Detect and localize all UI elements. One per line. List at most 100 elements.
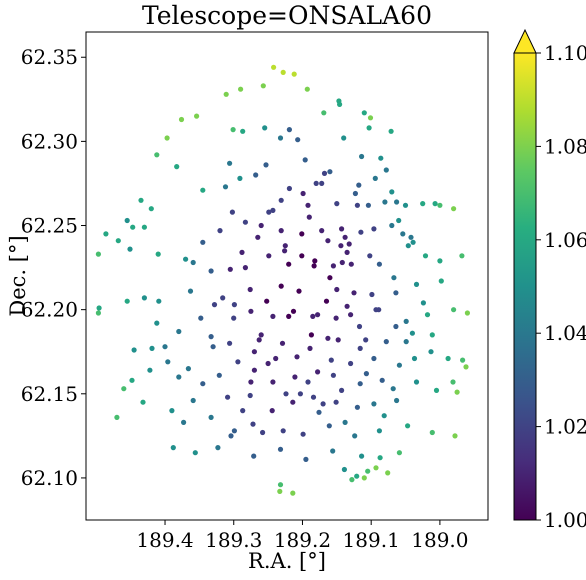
- data-point-106: [348, 312, 354, 318]
- data-point-258: [356, 182, 362, 188]
- data-point-153: [310, 394, 317, 400]
- data-point-57: [278, 228, 284, 234]
- data-point-186: [359, 453, 365, 459]
- data-point-60: [342, 234, 348, 240]
- data-point-121: [357, 345, 363, 351]
- data-point-100: [231, 302, 237, 308]
- data-point-253: [344, 303, 350, 309]
- data-point-63: [371, 226, 377, 232]
- data-point-215: [339, 387, 345, 393]
- data-point-147: [147, 367, 153, 373]
- plot-area-frame: [85, 31, 489, 521]
- data-point-62: [358, 229, 364, 235]
- data-point-127: [131, 347, 137, 353]
- data-point-129: [185, 366, 191, 372]
- data-point-176: [429, 429, 435, 436]
- data-point-2: [291, 71, 297, 77]
- data-point-52: [432, 201, 438, 207]
- data-point-229: [229, 209, 235, 215]
- data-point-255: [313, 180, 319, 186]
- data-point-170: [280, 428, 286, 434]
- data-point-118: [279, 340, 286, 346]
- data-point-36: [286, 185, 292, 192]
- data-point-208: [231, 315, 237, 321]
- data-point-228: [363, 337, 369, 343]
- data-point-213: [154, 320, 160, 326]
- data-point-5: [238, 86, 244, 92]
- data-point-207: [198, 315, 204, 321]
- data-point-144: [460, 357, 466, 363]
- data-point-174: [376, 428, 382, 434]
- data-point-266: [283, 391, 289, 397]
- data-point-210: [319, 180, 325, 186]
- data-point-230: [200, 239, 206, 245]
- data-point-267: [260, 429, 266, 436]
- data-point-95: [124, 298, 130, 304]
- data-point-203: [356, 323, 363, 330]
- data-point-234: [258, 332, 264, 338]
- data-point-242: [273, 355, 279, 362]
- data-point-112: [96, 305, 102, 311]
- data-point-66: [127, 246, 133, 252]
- data-point-140: [396, 362, 402, 368]
- data-point-113: [95, 310, 101, 316]
- data-point-261: [396, 217, 402, 224]
- data-point-238: [346, 241, 352, 247]
- data-point-58: [299, 231, 305, 237]
- data-point-252: [325, 335, 331, 341]
- chart-title: Telescope=ONSALA60: [142, 1, 432, 30]
- data-point-262: [403, 339, 409, 345]
- data-point-43: [124, 217, 130, 224]
- data-point-27: [154, 152, 160, 158]
- data-point-8: [337, 101, 343, 107]
- x-axis-label: R.A. [°]: [248, 549, 326, 573]
- data-point-150: [247, 392, 253, 399]
- data-point-264: [342, 419, 348, 425]
- data-point-148: [200, 381, 206, 387]
- data-point-110: [451, 307, 457, 313]
- data-point-154: [320, 401, 326, 407]
- data-point-250: [248, 379, 254, 385]
- data-point-188: [396, 450, 402, 456]
- data-point-21: [295, 137, 301, 143]
- data-point-146: [129, 377, 135, 383]
- data-point-19: [388, 128, 394, 134]
- data-point-165: [169, 408, 175, 414]
- data-point-12: [194, 113, 200, 119]
- data-point-241: [220, 295, 226, 301]
- data-point-111: [464, 310, 470, 316]
- data-point-79: [327, 275, 333, 281]
- data-point-178: [114, 414, 120, 420]
- data-point-263: [381, 413, 387, 419]
- data-point-99: [211, 302, 218, 308]
- data-point-84: [437, 258, 443, 264]
- data-point-1: [280, 69, 286, 75]
- data-point-195: [277, 488, 283, 494]
- data-point-123: [409, 330, 415, 336]
- data-point-179: [170, 445, 176, 451]
- colorbar-ticks: 1.00 1.02 1.04 1.06 1.08 1.10: [536, 41, 586, 532]
- data-point-259: [383, 167, 389, 173]
- data-point-184: [303, 456, 309, 462]
- data-point-24: [302, 157, 308, 163]
- data-point-243: [328, 357, 334, 363]
- data-point-30: [327, 169, 333, 175]
- data-point-239: [357, 381, 363, 387]
- data-point-235: [315, 312, 321, 318]
- data-point-220: [190, 397, 196, 404]
- data-point-214: [294, 354, 300, 360]
- y-tick-label: 62.35: [21, 45, 78, 69]
- data-point-246: [373, 307, 379, 313]
- data-point-222: [371, 355, 377, 362]
- data-point-216: [311, 263, 317, 269]
- data-point-55: [242, 219, 248, 225]
- data-point-119: [307, 345, 313, 351]
- data-point-46: [334, 201, 340, 207]
- data-point-117: [256, 337, 262, 343]
- data-point-198: [361, 475, 367, 481]
- data-point-90: [351, 290, 357, 296]
- data-point-268: [231, 428, 237, 434]
- data-point-83: [422, 253, 429, 259]
- data-point-177: [452, 433, 458, 439]
- data-point-98: [187, 288, 194, 294]
